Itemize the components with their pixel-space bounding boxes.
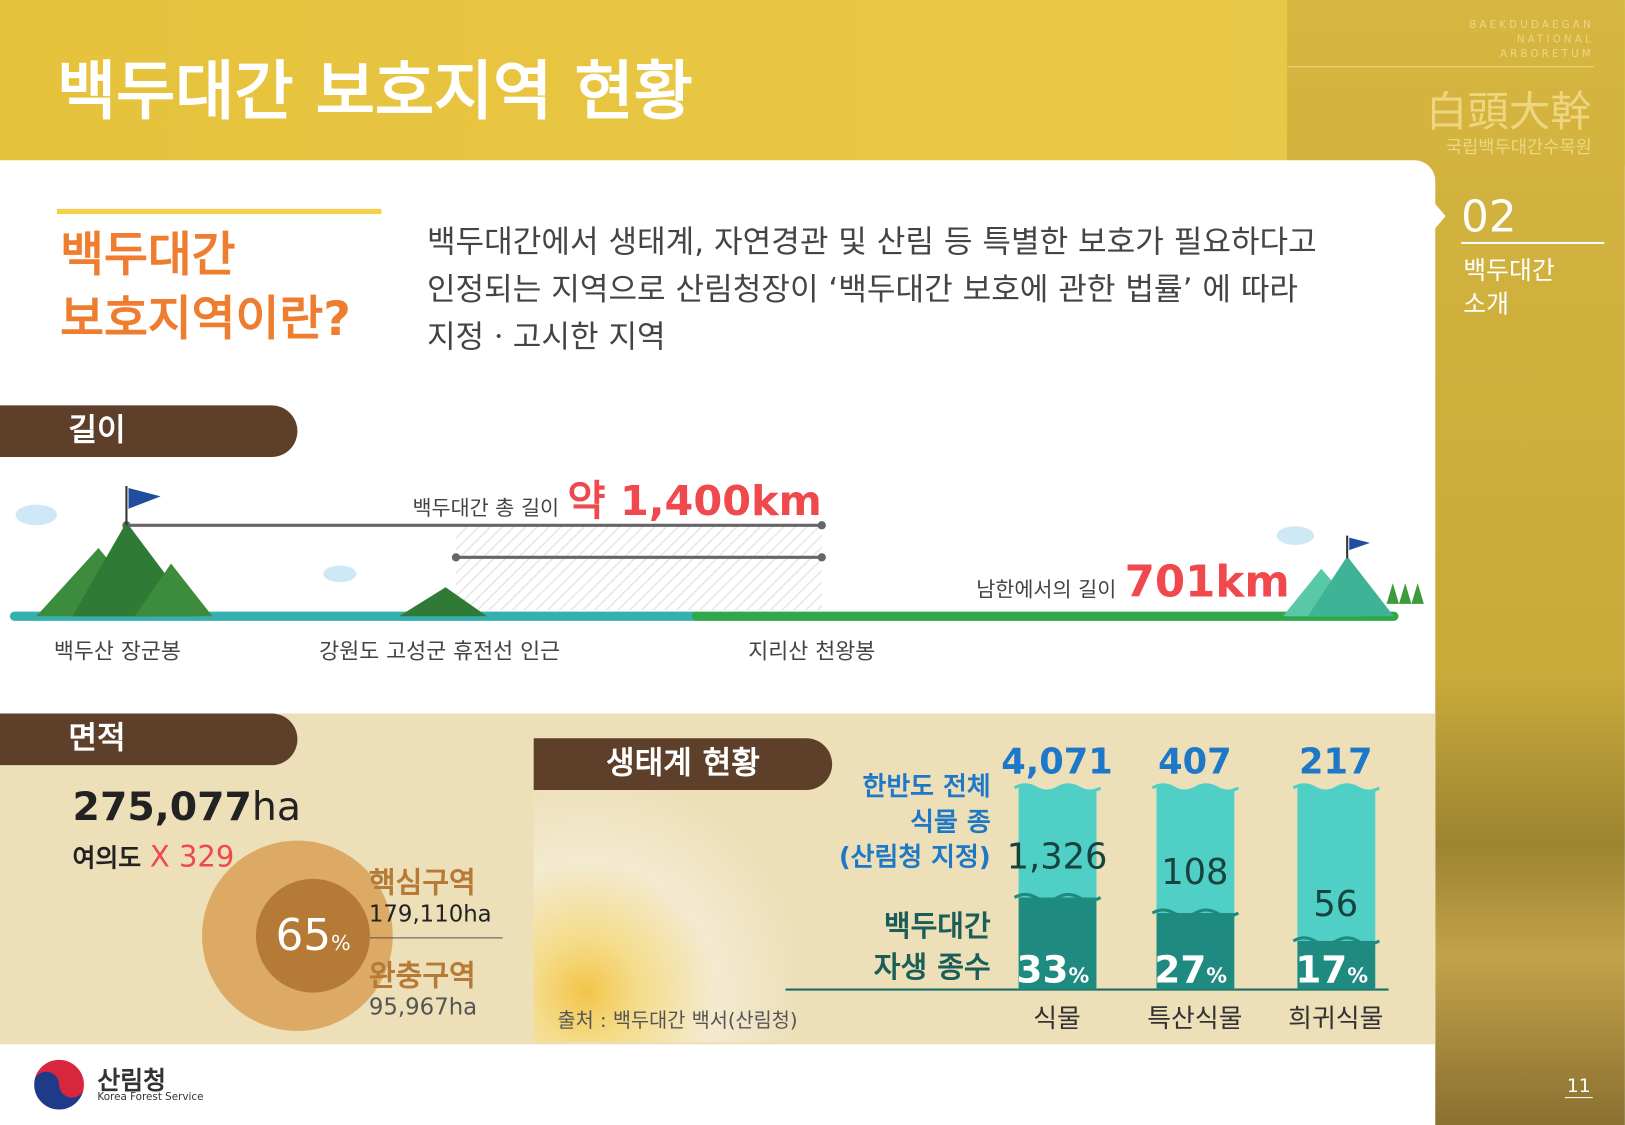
area-circles	[202, 840, 503, 1031]
native-percent: 33%	[1017, 947, 1090, 991]
body-line: 백두대간에서 생태계, 자연경관 및 산림 등 특별한 보호가 필요하다고	[426, 224, 1317, 261]
definition-heading: 백두대간 보호지역이란?	[60, 222, 351, 350]
native-row-label: 백두대간 자생 종수	[874, 906, 991, 989]
total-row-label: 한반도 전체 식물 종 (산림청 지정)	[839, 769, 991, 874]
total-length-label: 백두대간 총 길이	[412, 495, 560, 521]
column-name: 희귀식물	[1288, 1004, 1383, 1034]
place-label: 백두산 장군봉	[53, 639, 181, 664]
page-number: 11	[1564, 1075, 1593, 1099]
column-wave	[1292, 783, 1381, 793]
total-length-value: 약 1,400km	[567, 477, 822, 526]
column-native-wave	[1013, 892, 1102, 903]
nav-label-line: 소개	[1463, 289, 1510, 319]
column-wave	[1013, 783, 1102, 793]
body-line: 지정ㆍ고시한 지역	[426, 319, 666, 356]
column-native	[1297, 940, 1376, 990]
logo-mark	[32, 1057, 87, 1112]
zone-name: 완충구역	[368, 958, 476, 993]
total-count: 4,071	[1001, 741, 1112, 782]
native-count: 56	[1313, 884, 1358, 925]
column-native-wave	[1151, 908, 1240, 918]
total-length: 백두대간 총 길이 약 1,400km	[412, 467, 821, 527]
brand-name: 국립백두대간수목원	[1445, 137, 1592, 159]
area-compare: 여의도 X 329	[73, 838, 235, 874]
heading-rule	[56, 208, 382, 215]
ecosystem-label: 생태계 현황	[533, 738, 833, 790]
compare-value: X 329	[149, 839, 235, 874]
native-percent: 27%	[1154, 947, 1227, 991]
ecosystem-columns: 4,071 1,326 33% 식물 407 108 27% 특산식물 217 56 17% 희귀식물	[785, 741, 1389, 1034]
label-line: 백두대간	[883, 908, 991, 944]
native-count: 1,326	[1007, 837, 1108, 878]
zone-value: 179,110ha	[368, 901, 492, 928]
flower-photo	[533, 788, 793, 1043]
source: 출처 : 백두대간 백서(산림청)	[557, 1009, 798, 1032]
percent-value: 33	[1017, 947, 1069, 991]
place-label: 지리산 천왕봉	[748, 639, 876, 664]
south-length: 남한에서의 길이 701km	[976, 556, 1290, 607]
native-count: 108	[1161, 852, 1228, 893]
nav-rule	[1461, 241, 1605, 245]
heading-line: 백두대간	[60, 226, 236, 283]
heading-line: 보호지역이란?	[60, 290, 351, 347]
total-count: 407	[1158, 741, 1232, 782]
label-line: 식물 종	[910, 806, 991, 837]
label-line: 자생 종수	[873, 950, 991, 985]
percent-value: 27	[1154, 947, 1206, 991]
native-percent: 17%	[1295, 947, 1368, 991]
brand-line: NATIONAL	[1516, 34, 1594, 46]
column-wave	[1151, 783, 1240, 793]
label-line: (산림청 지정)	[838, 841, 991, 872]
zone-name: 핵심구역	[368, 865, 476, 900]
ratio-value: 65	[275, 909, 332, 961]
area-label: 면적	[0, 713, 298, 766]
label-line: 한반도 전체	[862, 771, 991, 802]
area-total: 275,077ha	[73, 784, 301, 829]
nav-label-line: 백두대간	[1463, 256, 1555, 286]
percent-unit: %	[1068, 963, 1089, 987]
length-diagram	[9, 485, 1424, 621]
ratio-unit: %	[331, 930, 351, 956]
nav-number: 02	[1461, 191, 1517, 242]
body-line: 인정되는 지역으로 산림청장이 ‘백두대간 보호에 관한 법률’ 에 따라	[426, 271, 1299, 309]
brand-rule	[1287, 66, 1594, 68]
zone-value: 95,967ha	[368, 994, 478, 1021]
compare-label: 여의도	[72, 843, 142, 873]
column-native-wave	[1292, 936, 1381, 946]
percent-value: 17	[1295, 947, 1347, 991]
nav-label: 백두대간 소개	[1463, 254, 1555, 320]
area-total-value: 275,077	[72, 783, 252, 830]
percent-unit: %	[1347, 963, 1368, 987]
area-unit: ha	[251, 783, 301, 830]
column-name: 특산식물	[1147, 1004, 1242, 1034]
column-name: 식물	[1033, 1004, 1081, 1034]
logo-name-en: Korea Forest Service	[97, 1091, 204, 1104]
column-native	[1018, 897, 1097, 990]
total-count: 217	[1299, 741, 1373, 782]
page-title: 백두대간 보호지역 현황	[56, 53, 693, 130]
brand-hanja: 白頭大幹	[1425, 88, 1592, 137]
place-label: 강원도 고성군 휴전선 인근	[319, 639, 561, 664]
brand-line: ARBORETUM	[1499, 48, 1594, 60]
nav-arrow	[1433, 201, 1446, 231]
definition-body: 백두대간에서 생태계, 자연경관 및 산림 등 특별한 보호가 필요하다고 인정…	[427, 219, 1317, 362]
brand-line: BAEKDUDAEGAN	[1469, 19, 1594, 32]
south-length-value: 701km	[1124, 556, 1290, 607]
logo-name: 산림청	[97, 1066, 167, 1096]
percent-unit: %	[1206, 963, 1227, 987]
south-length-label: 남한에서의 길이	[976, 576, 1117, 602]
brand-lines: BAEKDUDAEGAN NATIONAL ARBORETUM	[1469, 19, 1594, 62]
area-ratio: 65%	[276, 910, 351, 961]
length-label: 길이	[0, 405, 298, 458]
column-native	[1156, 913, 1235, 990]
